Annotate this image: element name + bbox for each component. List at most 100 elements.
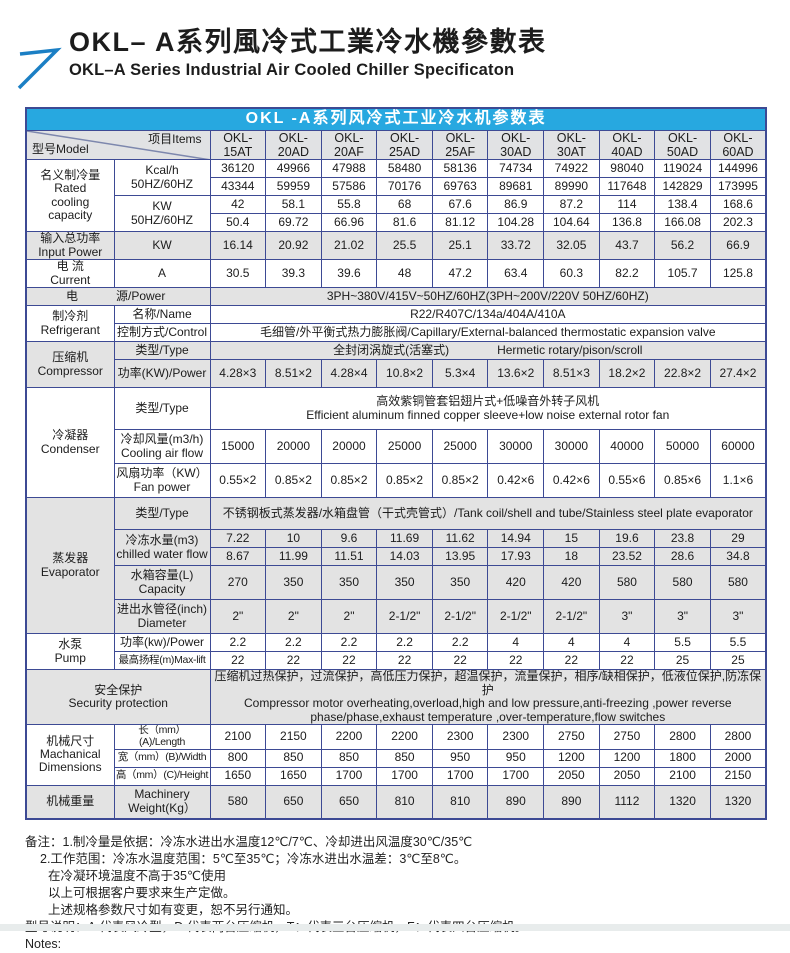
value-cell: 28.6 [654,547,711,567]
value-cell: 890 [543,784,600,820]
value-cell: 114 [598,195,656,215]
value-cell: 1650 [265,766,322,786]
value-cell: 15 [543,529,600,549]
value-cell: 4.28×4 [320,359,378,389]
condenser-type-en: Efficient aluminum finned copper sleeve+… [306,407,670,422]
row-label-weight: 机械重量 [25,784,115,820]
value-cell: 0.55×2 [209,463,267,499]
model-header-cell: OKL-25AD [376,129,433,161]
notes-block: 备注：1.制冷量是依据：冷冻水进出水温度12℃/7℃、冷却进出风温度30℃/35… [25,834,790,953]
value-cell: 138.4 [654,195,711,215]
value-cell: 22.8×2 [654,359,711,389]
value-cell: 890 [487,784,545,820]
value-cell: 2150 [709,766,767,786]
value-cell: 2300 [487,724,545,750]
value-cell: 136.8 [598,213,656,233]
security-en: Compressor motor overheating,overload,hi… [244,696,732,724]
value-cell: 25 [654,651,711,671]
row-label-security: 安全保护 Security protection [25,669,211,725]
value-cell: 2300 [431,724,489,750]
note-line: 2.工作范围：冷冻水温度范围：5℃至35℃；冷冻水进出水温差：3℃至8℃。 [40,852,467,866]
item-label-weight-en: Machinery Weight(Kg） [113,784,211,820]
value-cell: 580 [209,784,267,820]
item-label-kw-unit: KW [113,231,211,261]
value-cell: 8.51×3 [543,359,600,389]
value-cell: 8.67 [209,547,267,567]
page-header: OKL– A系列風冷式工業冷水機參數表 OKL–A Series Industr… [0,0,790,94]
value-cell: 2.2 [265,633,322,653]
value-cell: 2.2 [209,633,267,653]
value-cell: 29 [709,529,767,549]
value-cell: 69763 [431,177,489,197]
table-row: 冷冻水量(m3) chilled water flow 7.22 10 9.6 11.… [26,529,767,567]
item-label-evaporator-type: 类型/Type [113,497,211,531]
table-row: 功率(KW)/Power 4.28×3 8.51×2 4.28×4 10.8×2 5.3… [26,359,767,389]
value-cell: 4 [598,633,656,653]
table-row: 50.4 69.72 66.96 81.6 81.12 104.28 104.64 136.8… [26,213,767,233]
value-cell: 0.85×2 [431,463,489,499]
compressor-type-zh: 全封闭涡旋式(活塞式) [333,343,450,358]
value-cell: 47.2 [431,259,489,289]
value-cell: 850 [376,748,433,768]
model-header-cell: OKL-20AD [265,129,322,161]
table-row: 水泵 Pump 功率(kw)/Power 2.2 2.2 2.2 2.2 2.2 4 4 4 5… [25,633,767,671]
value-cell: 74734 [487,159,545,179]
row-label-pump: 水泵 Pump [25,633,115,671]
power-label-zh: 电 [65,289,78,304]
value-cell: 810 [431,784,489,820]
value-cell: 2050 [598,766,656,786]
item-label-compressor-type: 类型/Type [113,341,211,361]
value-cell: 58.1 [265,195,322,215]
item-label-kcal: Kcal/h 50HZ/60HZ [113,159,211,197]
power-supply-value: 3PH~380V/415V~50HZ/60HZ(3PH~200V/220V 50… [209,287,767,307]
value-cell: 2200 [320,724,378,750]
row-label-dimensions: 机械尺寸 Machanical Dimensions [25,724,115,786]
table-row: 宽（mm）(B)/Width 800 850 850 850 950 950 1200 120… [26,748,767,768]
value-cell: 810 [376,784,433,820]
table-title-row: OKL -A系列风冷式工业冷水机参数表 [25,107,767,131]
value-cell: 580 [654,565,711,601]
model-header-cell: OKL-60AD [709,129,767,161]
value-cell: 1700 [320,766,378,786]
value-cell: 25.5 [376,231,433,261]
value-cell: 142829 [654,177,711,197]
model-header-cell: OKL-15AT [209,129,267,161]
page-title-en: OKL–A Series Industrial Air Cooled Chill… [69,60,515,79]
value-cell: 2100 [209,724,267,750]
value-cell: 5.5 [709,633,767,653]
value-cell: 2150 [265,724,322,750]
value-cell: 50.4 [209,213,267,233]
value-cell: 25000 [376,429,433,465]
value-cell: 22 [543,651,600,671]
value-cell: 2-1/2" [487,599,545,635]
value-cell: 2750 [543,724,600,750]
value-cell: 42 [209,195,267,215]
value-cell: 3" [654,599,711,635]
value-cell: 55.8 [320,195,378,215]
item-label-width: 宽（mm）(B)/Width [113,748,211,768]
value-cell: 30000 [543,429,600,465]
value-cell: 2750 [598,724,656,750]
value-cell: 22 [598,651,656,671]
item-label-condenser-type: 类型/Type [113,387,211,431]
value-cell: 0.85×6 [654,463,711,499]
table-row: 控制方式/Control 毛细管/外平衡式热力膨胀阀/Capillary/Ext… [26,323,767,343]
value-cell: 18.2×2 [598,359,656,389]
value-cell: 11.62 [431,529,489,549]
value-cell: 1650 [209,766,267,786]
item-label-pipe-diameter: 进出水管径(inch) Diameter [113,599,211,635]
value-cell: 74922 [543,159,600,179]
item-label-amp: A [113,259,211,289]
value-cell: 420 [487,565,545,601]
refrigerant-name-value: R22/R407C/134a/404A/410A [209,305,767,325]
value-cell: 11.99 [265,547,322,567]
value-cell: 0.42×6 [487,463,545,499]
value-cell: 1320 [709,784,767,820]
corner-items-label: 项目Items [148,131,202,146]
row-label-input-power: 输入总功率 Input Power [25,231,115,261]
power-label-en: 源/Power [116,289,166,304]
row-label-refrigerant: 制冷剂 Refrigerant [25,305,115,343]
value-cell: 47988 [320,159,378,179]
value-cell: 63.4 [487,259,545,289]
row-label-compressor: 压缩机 Compressor [25,341,115,389]
